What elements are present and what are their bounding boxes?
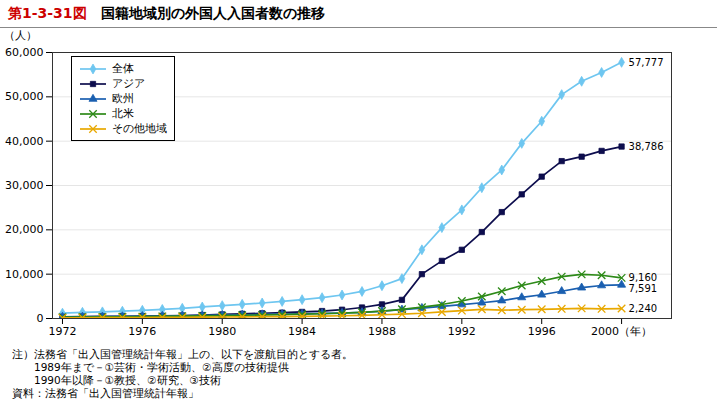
svg-text:1988: 1988	[368, 325, 396, 338]
svg-text:57,777: 57,777	[629, 57, 664, 68]
svg-text:0: 0	[37, 312, 44, 325]
html-text:全体: 全体	[112, 62, 134, 75]
svg-text:1976: 1976	[128, 325, 156, 338]
html-text:1990年以降－①教授、②研究、③技術: 1990年以降－①教授、②研究、③技術	[12, 374, 221, 386]
html-text:第1-3-31図国籍地域別の外国人入国者数の推移: 第1-3-31図国籍地域別の外国人入国者数の推移	[8, 5, 325, 21]
html-text:資料：法務省「出入国管理統計年報」: 資料：法務省「出入国管理統計年報」	[12, 387, 199, 399]
svg-text:1992: 1992	[448, 325, 476, 338]
html-text:北米: 北米	[112, 107, 134, 120]
svg-text:1984: 1984	[288, 325, 316, 338]
html-text:注）法務省「出入国管理統計年報」上の、以下を渡航目的とする者: 注）法務省「出入国管理統計年報」上の、以下を渡航目的とする者。	[12, 348, 353, 360]
svg-text:60,000: 60,000	[5, 46, 44, 59]
svg-text:2,240: 2,240	[629, 303, 658, 314]
svg-text:40,000: 40,000	[5, 135, 44, 148]
svg-text:1972: 1972	[48, 325, 76, 338]
svg-text:20,000: 20,000	[5, 223, 44, 236]
svg-text:9,160: 9,160	[629, 272, 658, 283]
html-text:アジア: アジア	[112, 77, 145, 90]
svg-text:2000（年）: 2000（年）	[591, 325, 652, 338]
svg-text:38,786: 38,786	[629, 141, 664, 152]
svg-text:30,000: 30,000	[5, 179, 44, 192]
svg-text:7,591: 7,591	[629, 283, 658, 294]
svg-text:（人）: （人）	[4, 29, 37, 42]
svg-text:1996: 1996	[528, 325, 556, 338]
html-text:欧州: 欧州	[112, 92, 134, 105]
svg-text:50,000: 50,000	[5, 90, 44, 103]
html-text:1989年まで－①芸術・学術活動、②高度の技術提供: 1989年まで－①芸術・学術活動、②高度の技術提供	[12, 361, 289, 373]
html-text:その他地域: その他地域	[112, 122, 167, 135]
svg-text:1980: 1980	[208, 325, 236, 338]
svg-text:10,000: 10,000	[5, 268, 44, 281]
